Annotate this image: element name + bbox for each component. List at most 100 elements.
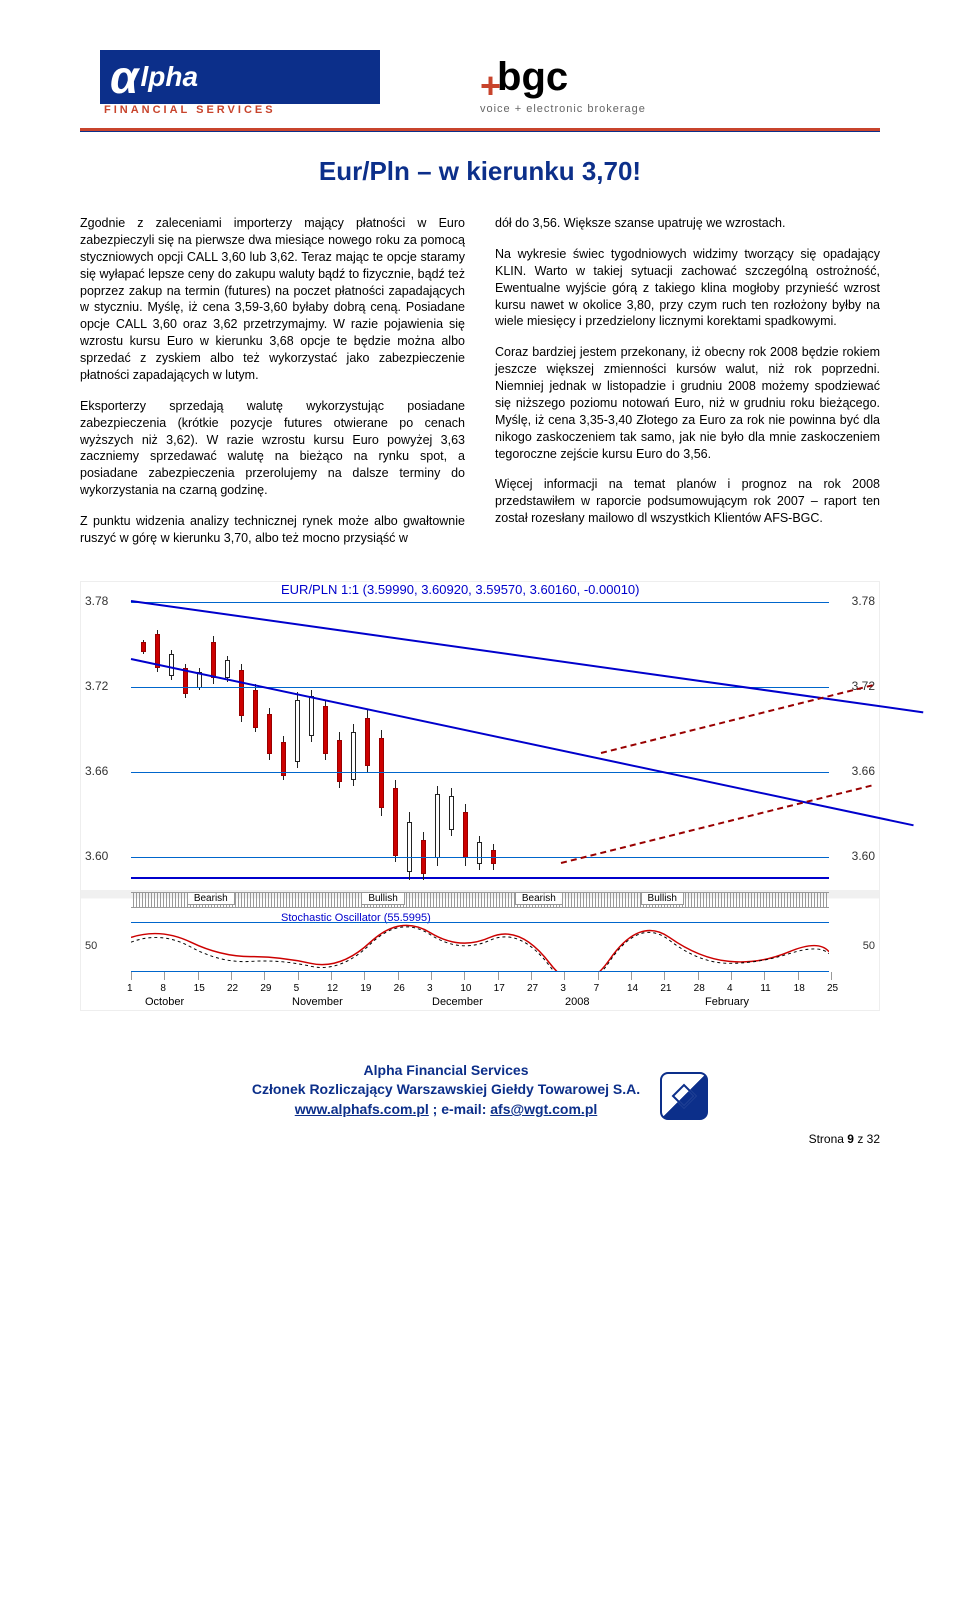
x-tick (398, 972, 399, 980)
indicator-label: Bullish (641, 892, 684, 905)
page-number: Strona 9 z 32 (80, 1132, 880, 1146)
page-current: 9 (847, 1132, 854, 1146)
gridline (131, 772, 829, 773)
x-tick-label: 21 (660, 983, 671, 994)
x-month-label: February (705, 996, 749, 1008)
x-tick (264, 972, 265, 980)
gridline (131, 857, 829, 858)
x-tick-label: 18 (794, 983, 805, 994)
x-tick (431, 972, 432, 980)
x-tick-label: 3 (560, 983, 566, 994)
page-title: Eur/Pln – w kierunku 3,70! (80, 156, 880, 187)
paragraph: dół do 3,56. Większe szanse upatruję we … (495, 215, 880, 232)
x-tick-label: 10 (460, 983, 471, 994)
indicator-label: Bearish (187, 892, 235, 905)
footer-logo-icon (660, 1072, 708, 1120)
alpha-logo-text: αlpha (100, 50, 380, 104)
x-tick-label: 11 (760, 983, 770, 994)
paragraph: Eksporterzy sprzedają walutę wykorzystuj… (80, 398, 465, 499)
paragraph: Z punktu widzenia analizy technicznej ry… (80, 513, 465, 547)
x-tick-label: 5 (294, 983, 300, 994)
bgc-logo-sub: voice + electronic brokerage (480, 103, 646, 115)
x-tick-label: 22 (227, 983, 238, 994)
gridline (131, 602, 829, 603)
footer: Alpha Financial Services Członek Rozlicz… (80, 1061, 880, 1120)
x-month-label: 2008 (565, 996, 589, 1008)
x-tick (731, 972, 732, 980)
x-tick-label: 15 (194, 983, 205, 994)
indicator-label: Bearish (515, 892, 563, 905)
x-tick (564, 972, 565, 980)
x-tick-label: 3 (427, 983, 433, 994)
header: αlpha FINANCIAL SERVICES + bgc voice + e… (80, 50, 880, 122)
chart-title: EUR/PLN 1:1 (3.59990, 3.60920, 3.59570, … (281, 582, 639, 597)
x-tick (464, 972, 465, 980)
article-body: Zgodnie z zaleceniami importerzy mający … (80, 215, 880, 561)
footer-link-site[interactable]: www.alphafs.com.pl (295, 1101, 429, 1117)
x-tick-label: 4 (727, 983, 733, 994)
alpha-logo-sub: FINANCIAL SERVICES (100, 104, 380, 116)
left-column: Zgodnie z zaleceniami importerzy mający … (80, 215, 465, 561)
footer-link-email[interactable]: afs@wgt.com.pl (490, 1101, 597, 1117)
indicator-strip: Bearish Bullish Bearish Bullish (131, 892, 829, 908)
osc-50-right: 50 (863, 940, 875, 952)
y-tick-label: 3.66 (852, 764, 875, 778)
x-tick (764, 972, 765, 980)
x-tick-label: 1 (127, 983, 133, 994)
x-tick (131, 972, 132, 980)
x-tick-label: 25 (827, 983, 838, 994)
header-rule (80, 128, 880, 132)
y-tick-label: 3.60 (852, 849, 875, 863)
y-tick-label: 3.60 (85, 849, 108, 863)
osc-50-left: 50 (85, 940, 97, 952)
x-tick (664, 972, 665, 980)
x-tick (364, 972, 365, 980)
x-month-label: October (145, 996, 184, 1008)
x-tick (164, 972, 165, 980)
x-tick (331, 972, 332, 980)
oscillator-line (131, 923, 829, 971)
footer-text: Alpha Financial Services Członek Rozlicz… (252, 1061, 640, 1120)
x-tick (531, 972, 532, 980)
x-tick (698, 972, 699, 980)
indicator-label: Bullish (361, 892, 404, 905)
y-tick-label: 3.66 (85, 764, 108, 778)
gridline (131, 687, 829, 688)
footer-line2: Członek Rozliczający Warszawskiej Giełdy… (252, 1080, 640, 1100)
paragraph: Więcej informacji na temat planów i prog… (495, 476, 880, 527)
paragraph: Coraz bardziej jestem przekonany, iż obe… (495, 344, 880, 462)
price-chart: EUR/PLN 1:1 (3.59990, 3.60920, 3.59570, … (80, 581, 880, 1011)
x-tick (198, 972, 199, 980)
paragraph: Zgodnie z zaleceniami importerzy mający … (80, 215, 465, 384)
x-tick (498, 972, 499, 980)
bgc-logo: + bgc voice + electronic brokerage (480, 57, 646, 115)
x-tick-label: 19 (360, 983, 371, 994)
x-tick-label: 14 (627, 983, 638, 994)
alpha-logo: αlpha FINANCIAL SERVICES (100, 50, 380, 122)
bgc-logo-text: bgc (497, 57, 568, 97)
footer-sep: ; e-mail: (429, 1101, 490, 1117)
x-tick (231, 972, 232, 980)
x-tick-label: 28 (694, 983, 705, 994)
x-tick-label: 29 (260, 983, 271, 994)
y-tick-label: 3.72 (85, 679, 108, 693)
x-tick (298, 972, 299, 980)
x-tick (798, 972, 799, 980)
paragraph: Na wykresie świec tygodniowych widzimy t… (495, 246, 880, 330)
y-tick-label: 3.78 (852, 594, 875, 608)
x-tick-label: 27 (527, 983, 538, 994)
x-tick (598, 972, 599, 980)
x-month-label: November (292, 996, 343, 1008)
page-of: z 32 (854, 1132, 880, 1146)
x-tick-label: 7 (594, 983, 600, 994)
y-tick-label: 3.78 (85, 594, 108, 608)
right-column: dół do 3,56. Większe szanse upatruję we … (495, 215, 880, 561)
x-tick-label: 17 (494, 983, 505, 994)
oscillator-area (131, 922, 829, 972)
x-tick (831, 972, 832, 980)
page-label: Strona (809, 1132, 848, 1146)
x-tick (631, 972, 632, 980)
x-tick-label: 26 (394, 983, 405, 994)
x-month-label: December (432, 996, 483, 1008)
x-tick-label: 12 (327, 983, 338, 994)
